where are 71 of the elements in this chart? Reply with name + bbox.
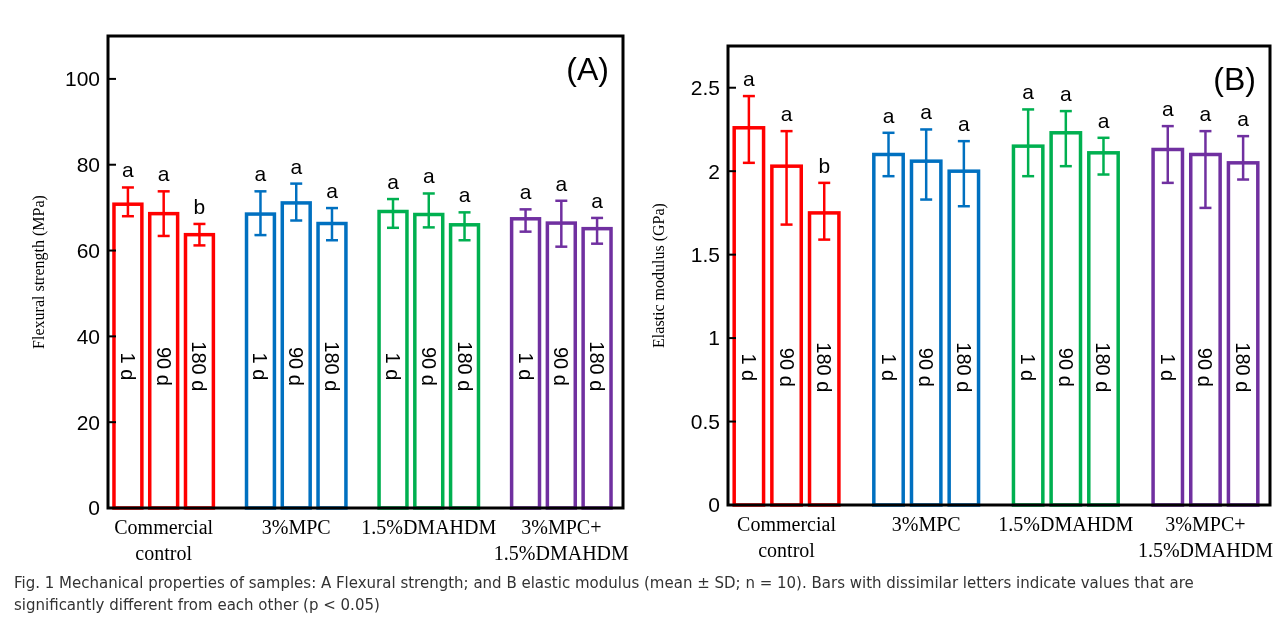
annotation: a [122,158,135,182]
text: 180 d [1232,342,1255,393]
text: 90 d [550,346,573,386]
text: 1 d [116,352,139,381]
text: 90 d [152,346,175,386]
x-tick-label: Commercial control [114,516,214,564]
x-tick-label: 3%MPC [261,516,331,538]
annotation: a [555,171,568,195]
annotation: a [422,164,435,188]
x-tick-label: 3%MPC+ 1.5%DMAHDM [1137,513,1274,561]
annotation: a [920,100,933,124]
y-tick-label: 40 [76,324,100,348]
y-tick-label: 0 [708,493,720,517]
annotation: a [1161,97,1174,121]
annotation: b [193,194,206,218]
y-tick-label: 100 [64,67,100,91]
x-tick-label: 3%MPC [891,513,961,535]
annotation: a [1097,108,1110,132]
text: 90 d [775,347,798,387]
annotation: a [458,183,471,207]
text: 90 d [417,346,440,386]
x-tick-label: Commercial control [737,513,837,561]
annotation: a [591,188,604,212]
text: 1 d [382,352,405,381]
annotation: a [290,154,303,178]
annotation: a [780,102,793,126]
annotation: a [1199,102,1212,126]
y-tick-label: 60 [76,238,100,262]
text: 180 d [320,341,343,392]
text: 180 d [453,341,476,392]
text: 180 d [188,341,211,392]
annotation: a [1237,107,1250,131]
text: 90 d [1054,347,1077,387]
text: 90 d [1194,347,1217,387]
annotation: a [387,170,400,194]
annotation: a [519,180,532,204]
text: 1 d [877,353,900,382]
y-axis-title: Flexural strength (MPa) [30,195,48,349]
y-tick-label: 0 [88,496,100,520]
text: (A) [566,51,609,87]
annotation: a [254,162,267,186]
text: 180 d [813,342,836,393]
text: 1 d [514,352,537,381]
y-axis-title: Elastic modulus (GPa) [650,203,668,348]
text: 90 d [285,346,308,386]
y-tick-label: 0.5 [690,409,720,433]
annotation: a [157,162,170,186]
text: (B) [1213,61,1256,97]
y-tick-label: 1.5 [690,242,720,266]
text: 1 d [249,352,272,381]
y-tick-label: 2.5 [690,76,720,100]
text: 180 d [952,342,975,393]
text: 1 d [1156,353,1179,382]
text: 1 d [1017,353,1040,382]
text: 180 d [1092,342,1115,393]
y-tick-label: 20 [76,410,100,434]
annotation: a [1022,80,1035,104]
annotation: a [326,179,339,203]
x-tick-label: 1.5%DMAHDM [998,513,1134,535]
y-tick-label: 2 [708,159,720,183]
annotation: b [818,153,831,177]
y-tick-label: 80 [76,153,100,177]
y-tick-label: 1 [708,326,720,350]
text: 90 d [915,347,938,387]
annotation: a [743,67,756,91]
text: 180 d [586,341,609,392]
annotation: a [958,112,971,136]
annotation: a [882,103,895,127]
caption: Fig. 1 Mechanical properties of samples: A Flexural strength; and B elastic modulus (mean ± SD; n = 10). Bars with dissimilar letters indicate values that are significantly different from each other (p < 0.05) [13,573,1195,616]
annotation: a [1059,82,1072,106]
text: 1 d [737,353,760,382]
